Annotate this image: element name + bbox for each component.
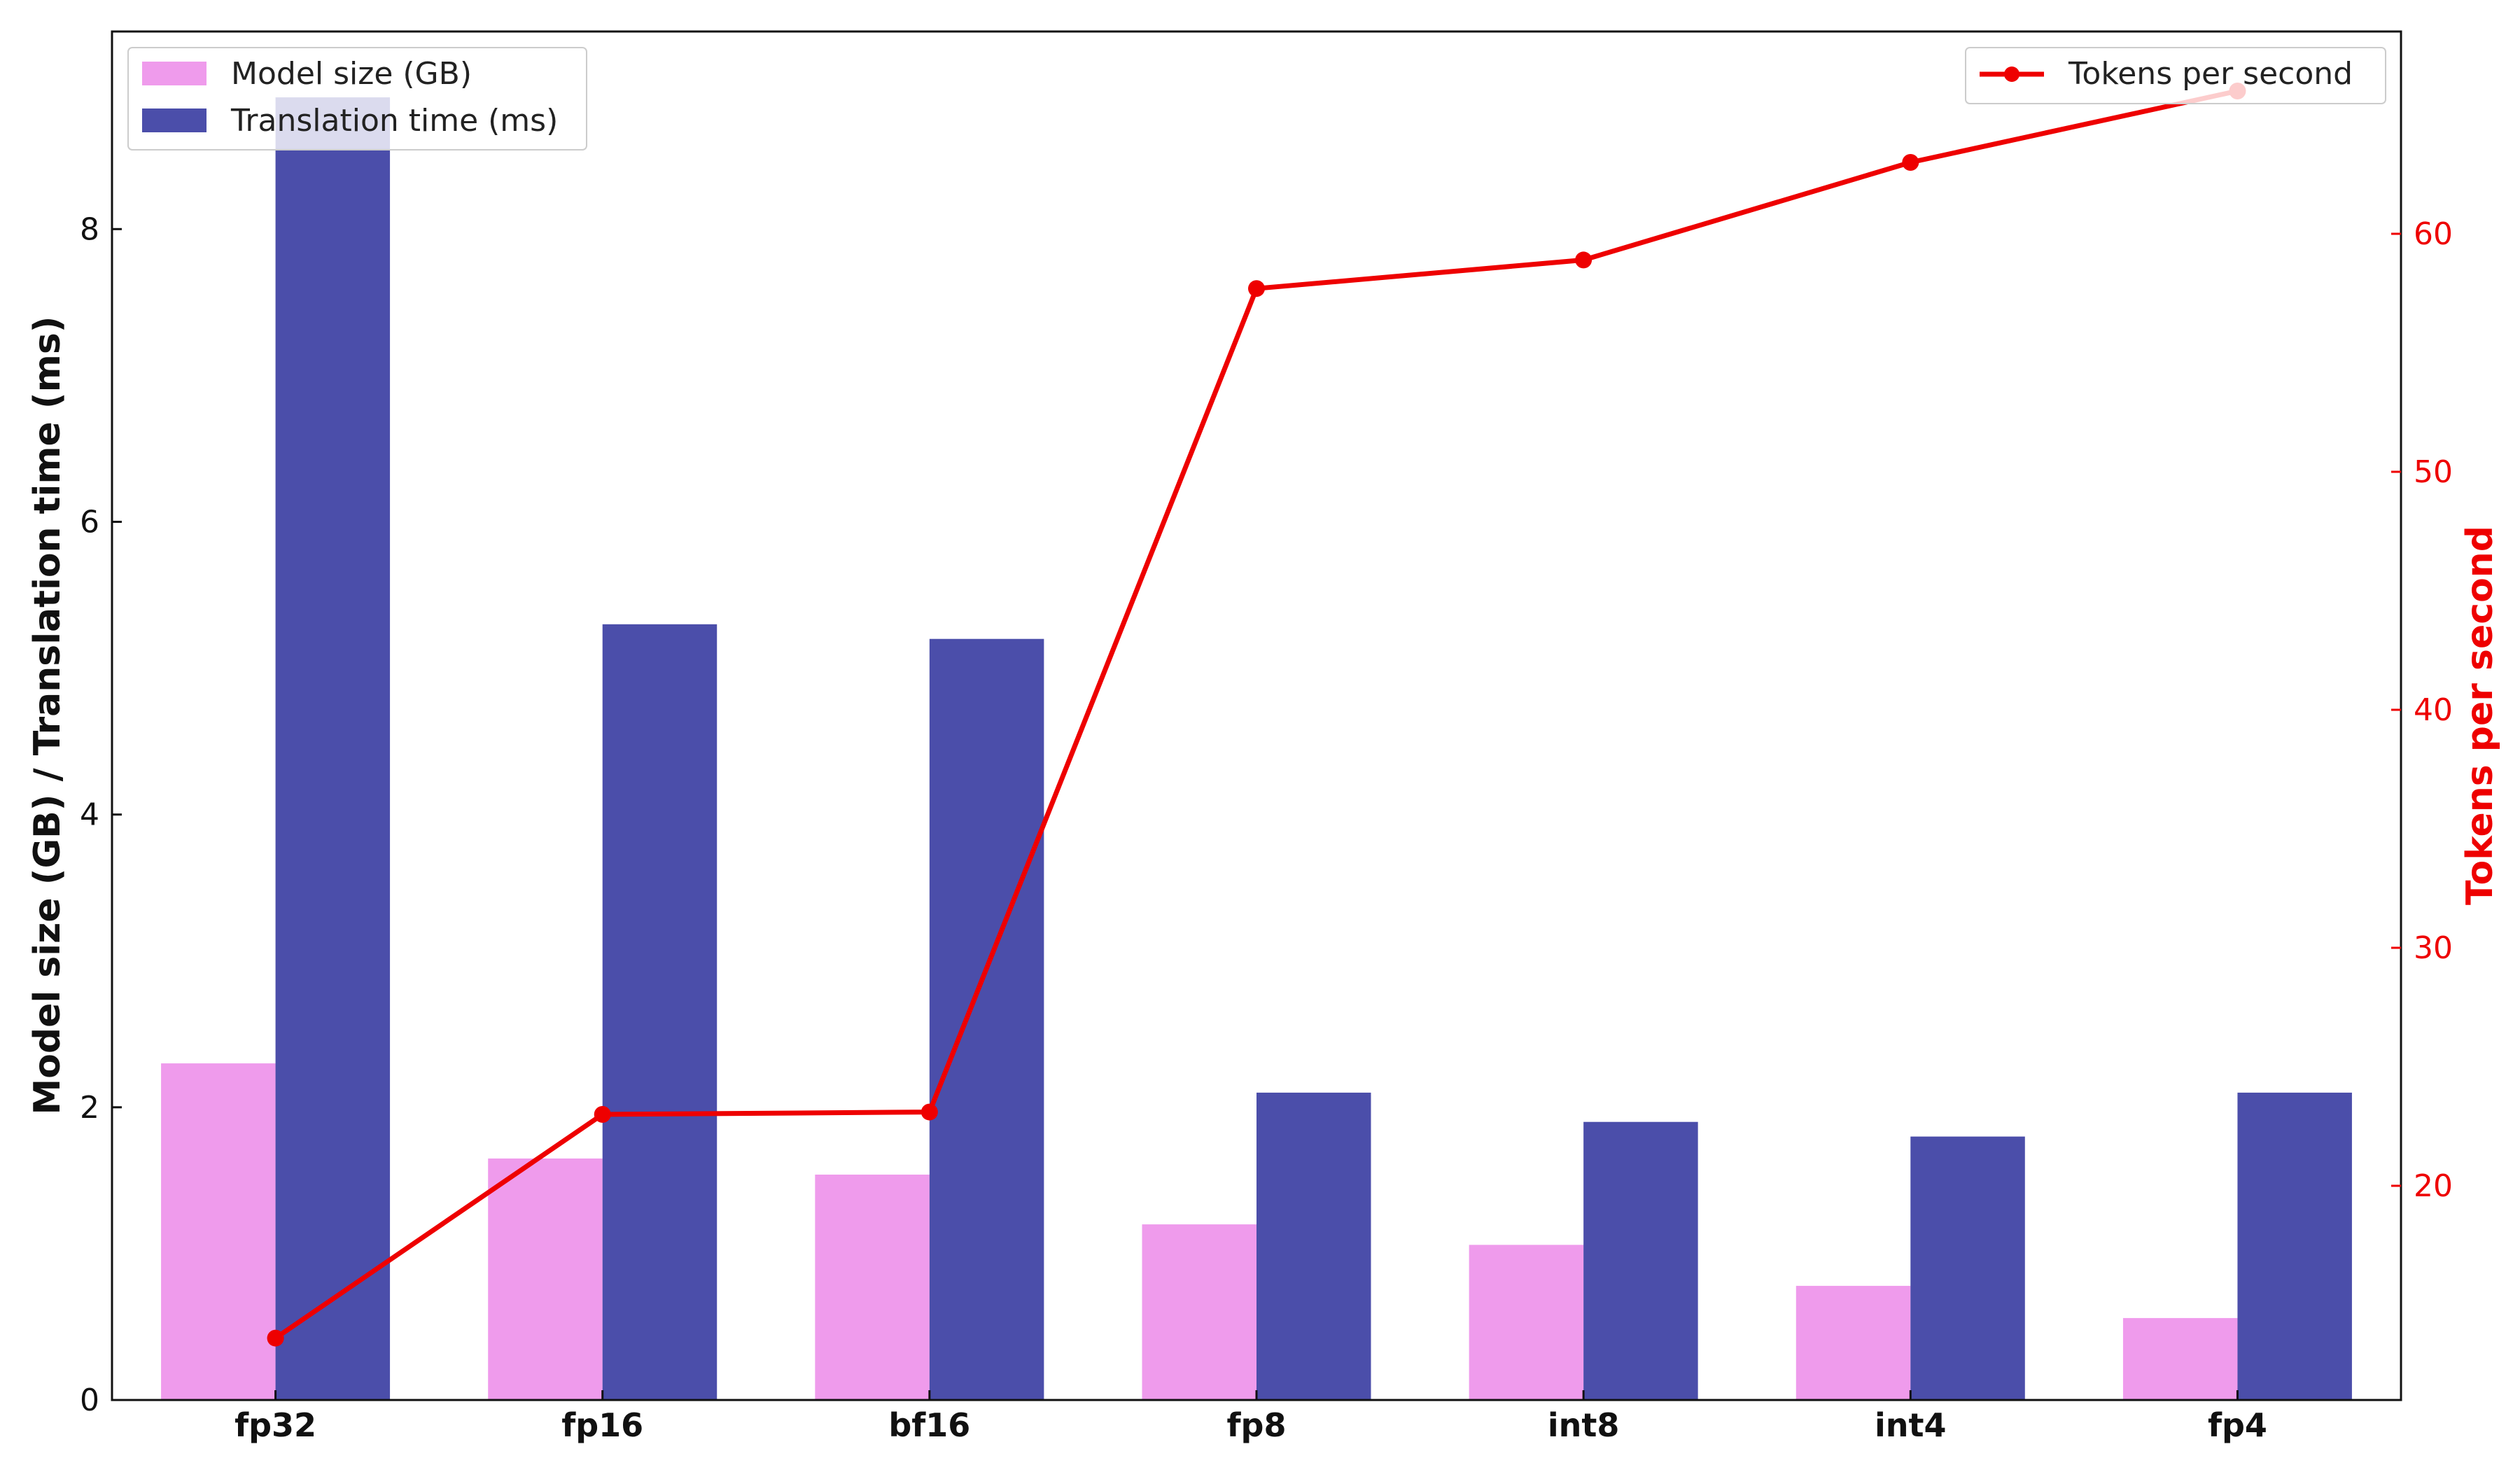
- right-tick-label: 30: [2414, 930, 2453, 966]
- bar-translation-time-bf16: [929, 638, 1044, 1400]
- legend-label-translation-time: Translation time (ms): [230, 103, 558, 139]
- bar-translation-time-fp4: [2237, 1092, 2352, 1400]
- bar-model-size-int8: [1469, 1245, 1584, 1400]
- bars-group: [161, 97, 2352, 1401]
- legend-label-model-size: Model size (GB): [231, 56, 472, 92]
- legend-swatch-translation-time: [142, 108, 206, 132]
- left-tick-label: 2: [80, 1090, 99, 1126]
- bar-translation-time-int8: [1583, 1121, 1698, 1400]
- legend-swatch-model-size: [142, 62, 206, 85]
- bar-model-size-fp32: [161, 1063, 276, 1400]
- point-tokens-fp32: [267, 1329, 284, 1347]
- legend-label-tokens: Tokens per second: [2068, 56, 2353, 92]
- right-tick-label: 40: [2414, 692, 2453, 728]
- x-tick-label-bf16: bf16: [888, 1406, 970, 1444]
- right-axis-ticks: 20 30 40 50 60: [2391, 216, 2453, 1204]
- left-tick-label: 0: [80, 1382, 99, 1418]
- bar-translation-time-fp16: [602, 624, 718, 1401]
- legend-marker-tokens: [2004, 66, 2019, 82]
- right-tick-label: 50: [2414, 454, 2453, 490]
- bar-model-size-fp4: [2122, 1317, 2238, 1400]
- left-tick-label: 6: [80, 504, 99, 540]
- x-axis-categories: fp32 fp16 bf16 fp8 int8 int4 fp4: [234, 1390, 2267, 1444]
- x-tick-label-fp8: fp8: [1227, 1406, 1287, 1444]
- legend-right-frame: [1965, 47, 2386, 104]
- right-tick-label: 60: [2414, 216, 2453, 252]
- bar-model-size-fp16: [488, 1158, 603, 1400]
- y-axis-title: Model size (GB) / Translation time (ms): [27, 316, 69, 1114]
- point-tokens-int8: [1575, 251, 1592, 269]
- left-axis-ticks: 0 2 4 6 8: [80, 211, 122, 1418]
- x-tick-label-fp16: fp16: [561, 1406, 643, 1444]
- x-tick-label-fp4: fp4: [2208, 1406, 2267, 1444]
- point-tokens-int4: [1902, 154, 1919, 171]
- bar-model-size-fp8: [1142, 1224, 1256, 1400]
- point-tokens-fp16: [594, 1106, 611, 1123]
- point-tokens-bf16: [920, 1103, 938, 1121]
- bar-translation-time-int4: [1910, 1136, 2025, 1400]
- bar-model-size-int4: [1795, 1285, 1911, 1400]
- legend-left: Model size (GB) Translation time (ms): [127, 47, 587, 150]
- x-tick-label-fp32: fp32: [234, 1406, 316, 1444]
- right-tick-label: 20: [2414, 1168, 2453, 1204]
- legend-left-frame: [127, 47, 587, 150]
- legend-right: Tokens per second: [1965, 47, 2386, 104]
- bar-model-size-bf16: [815, 1175, 930, 1400]
- point-tokens-fp8: [1248, 280, 1265, 298]
- x-tick-label-int8: int8: [1548, 1406, 1620, 1444]
- bar-translation-time-fp8: [1256, 1092, 1371, 1400]
- x-tick-label-int4: int4: [1875, 1406, 1947, 1444]
- left-tick-label: 8: [80, 211, 99, 247]
- bar-translation-time-fp32: [275, 97, 391, 1400]
- left-tick-label: 4: [80, 797, 99, 833]
- y2-axis-title: Tokens per second: [2459, 526, 2501, 905]
